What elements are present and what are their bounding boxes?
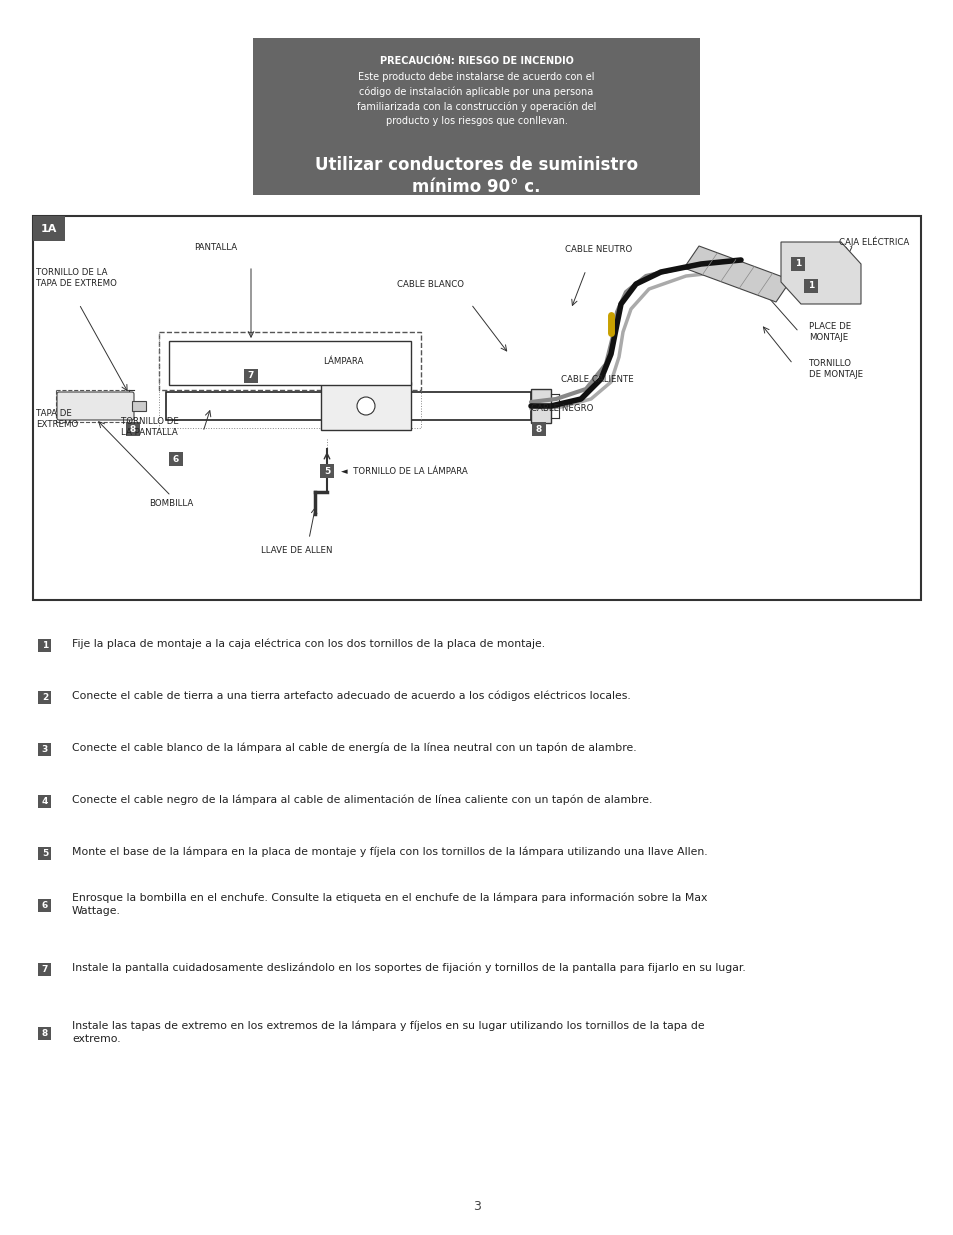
Text: Conecte el cable negro de la lámpara al cable de alimentación de línea caliente : Conecte el cable negro de la lámpara al …: [71, 795, 652, 805]
FancyBboxPatch shape: [169, 341, 411, 385]
Text: CAJA ELÉCTRICA: CAJA ELÉCTRICA: [838, 237, 908, 247]
FancyBboxPatch shape: [166, 391, 531, 420]
Text: TORNILLO
DE MONTAJE: TORNILLO DE MONTAJE: [808, 359, 862, 379]
Text: TORNILLO DE LA
TAPA DE EXTREMO: TORNILLO DE LA TAPA DE EXTREMO: [36, 268, 117, 288]
Text: 4: 4: [42, 797, 49, 805]
Text: Fije la placa de montaje a la caja eléctrica con los dos tornillos de la placa d: Fije la placa de montaje a la caja eléct…: [71, 638, 544, 650]
Text: 3: 3: [42, 745, 48, 753]
FancyBboxPatch shape: [169, 452, 183, 466]
Text: Enrosque la bombilla en el enchufe. Consulte la etiqueta en el enchufe de la lám: Enrosque la bombilla en el enchufe. Cons…: [71, 892, 706, 916]
Text: LLAVE DE ALLEN: LLAVE DE ALLEN: [261, 546, 333, 555]
Text: Conecte el cable de tierra a una tierra artefacto adecuado de acuerdo a los códi: Conecte el cable de tierra a una tierra …: [71, 690, 630, 701]
Text: PLACE DE
MONTAJE: PLACE DE MONTAJE: [808, 322, 850, 342]
Text: PANTALLA: PANTALLA: [194, 243, 237, 252]
FancyBboxPatch shape: [38, 638, 51, 652]
FancyBboxPatch shape: [38, 1026, 51, 1040]
Text: 8: 8: [42, 1029, 48, 1037]
Text: 5: 5: [323, 467, 330, 475]
FancyBboxPatch shape: [38, 846, 51, 860]
Text: 5: 5: [42, 848, 48, 857]
Text: BOMBILLA: BOMBILLA: [149, 499, 193, 508]
FancyBboxPatch shape: [531, 389, 551, 424]
Text: TORNILLO DE
LA PANTALLA: TORNILLO DE LA PANTALLA: [121, 417, 179, 437]
Text: PRECAUCIÓN: RIESGO DE INCENDIO: PRECAUCIÓN: RIESGO DE INCENDIO: [379, 56, 573, 65]
FancyBboxPatch shape: [319, 464, 334, 478]
Text: LÁMPARA: LÁMPARA: [323, 357, 363, 366]
FancyBboxPatch shape: [38, 742, 51, 756]
Text: CABLE NEUTRO: CABLE NEUTRO: [565, 245, 632, 254]
Polygon shape: [781, 242, 861, 304]
Text: Monte el base de la lámpara en la placa de montaje y fíjela con los tornillos de: Monte el base de la lámpara en la placa …: [71, 847, 707, 857]
Circle shape: [356, 396, 375, 415]
Text: 3: 3: [473, 1200, 480, 1214]
Polygon shape: [683, 246, 790, 303]
Text: 8: 8: [130, 425, 136, 433]
FancyBboxPatch shape: [38, 690, 51, 704]
Text: 1: 1: [42, 641, 48, 650]
FancyBboxPatch shape: [126, 422, 140, 436]
FancyBboxPatch shape: [244, 369, 257, 383]
FancyBboxPatch shape: [532, 422, 545, 436]
FancyBboxPatch shape: [803, 279, 817, 293]
FancyBboxPatch shape: [38, 794, 51, 808]
Text: 8: 8: [536, 425, 541, 433]
FancyBboxPatch shape: [38, 899, 51, 911]
Text: Instale la pantalla cuidadosamente deslizándolo en los soportes de fijación y to: Instale la pantalla cuidadosamente desli…: [71, 963, 745, 973]
FancyBboxPatch shape: [33, 216, 65, 241]
Text: TAPA DE
EXTREMO: TAPA DE EXTREMO: [36, 409, 78, 429]
Text: CABLE NEGRO: CABLE NEGRO: [531, 404, 593, 412]
Text: 2: 2: [42, 693, 48, 701]
Text: CABLE CALIENTE: CABLE CALIENTE: [560, 374, 633, 384]
Text: Utilizar conductores de suministro
mínimo 90° c.: Utilizar conductores de suministro mínim…: [314, 156, 638, 196]
Text: 6: 6: [172, 454, 179, 463]
Text: 7: 7: [42, 965, 49, 973]
FancyBboxPatch shape: [33, 216, 920, 600]
FancyBboxPatch shape: [253, 38, 700, 195]
Text: Este producto debe instalarse de acuerdo con el
código de instalación aplicable : Este producto debe instalarse de acuerdo…: [356, 72, 596, 126]
FancyBboxPatch shape: [320, 382, 411, 430]
Text: Instale las tapas de extremo en los extremos de la lámpara y fíjelos en su lugar: Instale las tapas de extremo en los extr…: [71, 1020, 704, 1044]
FancyBboxPatch shape: [132, 401, 146, 411]
FancyBboxPatch shape: [790, 257, 804, 270]
Text: 1: 1: [807, 282, 813, 290]
Text: 1: 1: [794, 259, 801, 268]
FancyBboxPatch shape: [38, 962, 51, 976]
Text: 1A: 1A: [41, 224, 57, 233]
FancyBboxPatch shape: [159, 332, 420, 390]
Text: CABLE BLANCO: CABLE BLANCO: [397, 280, 464, 289]
Text: 7: 7: [248, 372, 253, 380]
Text: ◄  TORNILLO DE LA LÁMPARA: ◄ TORNILLO DE LA LÁMPARA: [340, 468, 467, 477]
Text: 6: 6: [42, 900, 48, 909]
FancyBboxPatch shape: [57, 391, 133, 420]
Text: Conecte el cable blanco de la lámpara al cable de energía de la línea neutral co: Conecte el cable blanco de la lámpara al…: [71, 742, 636, 753]
